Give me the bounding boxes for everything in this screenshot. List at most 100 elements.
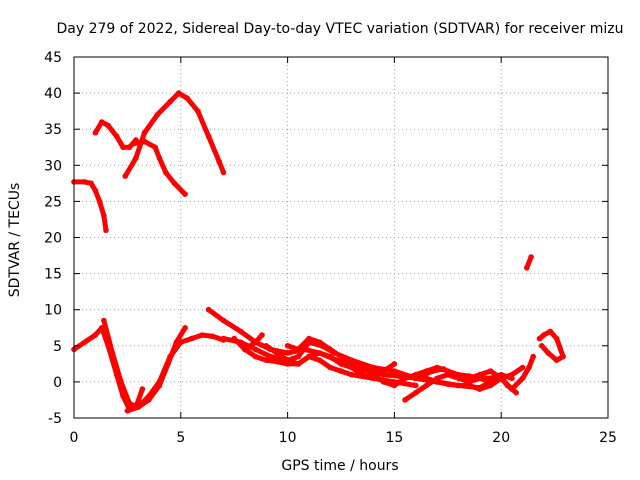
x-axis-label: GPS time / hours [281, 458, 398, 474]
data-point [541, 332, 547, 338]
data-point [101, 317, 107, 324]
data-point [338, 368, 344, 374]
data-point [120, 144, 126, 151]
data-point [530, 353, 536, 360]
data-point [338, 361, 344, 367]
data-point [316, 339, 323, 346]
data-point [105, 122, 111, 129]
y-tick-label: 45 [44, 50, 62, 66]
axis-ticks: 0 5 10 15 20 25 -5 0 5 10 15 20 25 30 35 40 45 [44, 50, 617, 446]
data-point [498, 375, 505, 382]
data-point [316, 350, 323, 356]
data-point [88, 180, 94, 187]
x-tick-label: 0 [70, 430, 79, 446]
y-tick-label: 40 [44, 86, 62, 102]
data-point [231, 335, 237, 342]
data-point [220, 169, 227, 176]
data-point [126, 400, 133, 407]
data-point [539, 343, 545, 349]
data-point [252, 346, 259, 353]
data-point [163, 169, 169, 176]
data-point [348, 371, 355, 378]
data-point [113, 133, 120, 140]
data-point [338, 353, 344, 360]
data-point [434, 364, 440, 371]
data-point [402, 397, 408, 403]
x-tick-label: 25 [599, 430, 617, 446]
data-point [263, 357, 270, 364]
data-point [295, 346, 302, 353]
x-tick-label: 10 [279, 430, 297, 446]
data-point [131, 140, 137, 147]
data-point [423, 368, 430, 374]
data-point [423, 382, 430, 389]
data-point [487, 368, 494, 374]
data-point [284, 357, 291, 364]
data-point [237, 328, 244, 335]
data-point [96, 198, 103, 205]
data-point [122, 173, 129, 179]
x-tick-label: 5 [176, 430, 185, 446]
data-point [220, 317, 227, 324]
data-point [92, 187, 99, 194]
data-point [327, 353, 334, 360]
data-point [210, 333, 216, 340]
data-point [199, 332, 205, 338]
data-point [274, 350, 280, 356]
data-point [295, 353, 302, 360]
data-point [274, 358, 280, 365]
data-point [380, 368, 387, 374]
data-point [445, 368, 451, 374]
data-point [477, 386, 483, 392]
data-point [316, 357, 323, 364]
data-point [370, 371, 376, 378]
data-point [528, 254, 534, 260]
data-point [295, 361, 302, 367]
data-point [434, 375, 440, 382]
data-point [359, 364, 366, 371]
data-point [156, 155, 163, 161]
data-point [195, 108, 201, 114]
data-point [359, 371, 366, 378]
data-point [519, 375, 526, 382]
data-point [380, 379, 387, 385]
data-point [547, 328, 554, 335]
data-point [391, 382, 398, 389]
data-point [391, 368, 398, 374]
data-point [284, 350, 291, 356]
data-point [126, 144, 133, 151]
data-point [348, 361, 355, 367]
data-point [124, 408, 131, 414]
y-tick-label: 5 [53, 339, 62, 355]
data-point [118, 379, 124, 385]
data-point [178, 339, 184, 346]
data-point [167, 99, 173, 105]
data-point [141, 138, 148, 145]
data-point [466, 375, 473, 382]
data-point [156, 379, 163, 385]
data-point [519, 364, 526, 371]
data-point [263, 343, 270, 349]
data-point [526, 364, 532, 371]
data-point [553, 357, 560, 364]
data-point [524, 265, 530, 271]
data-point [445, 381, 451, 387]
data-point [154, 112, 161, 118]
data-point [560, 353, 566, 360]
data-point [504, 382, 511, 389]
data-point [327, 346, 334, 353]
x-tick-label: 20 [492, 430, 510, 446]
data-point [487, 379, 494, 385]
data-point [413, 371, 419, 378]
data-point [477, 371, 483, 378]
data-point [242, 346, 248, 353]
data-point [141, 130, 148, 136]
data-point [135, 404, 141, 411]
data-point [306, 353, 312, 360]
data-point [259, 332, 265, 338]
series-arc-8 [124, 332, 226, 414]
data-point [81, 179, 88, 185]
data-point [306, 335, 312, 342]
data-point [455, 371, 462, 378]
